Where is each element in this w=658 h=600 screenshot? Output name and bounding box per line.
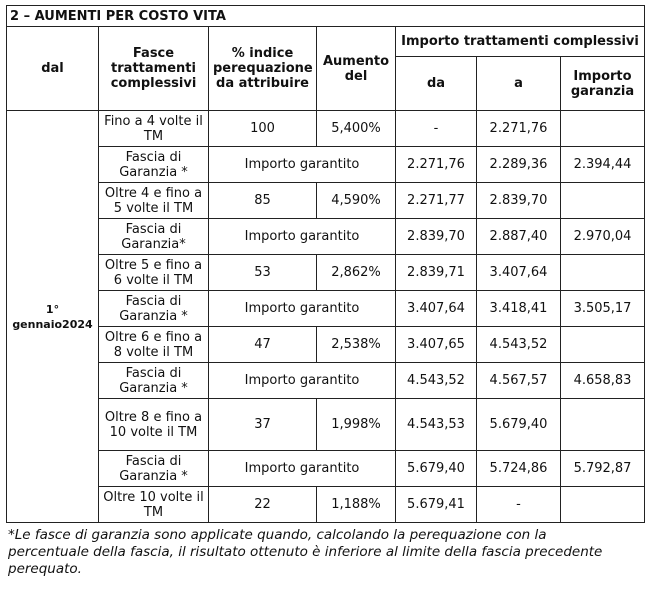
aumento: 1,998% xyxy=(316,398,396,451)
footnote: *Le fasce di garanzia sono applicate qua… xyxy=(8,527,603,577)
a: 3.418,41 xyxy=(476,290,561,327)
aumento: 2,538% xyxy=(316,326,396,363)
aumento: 1,188% xyxy=(316,486,396,523)
fascia: Oltre 5 e fino a 6 volte il TM xyxy=(98,254,209,291)
importo-garantito: Importo garantito xyxy=(208,362,396,399)
table-row: Fascia di Garanzia* Importo garantito 2.83… xyxy=(7,218,646,255)
a: 5.679,40 xyxy=(476,398,561,451)
indice: 37 xyxy=(208,398,317,451)
da: 2.271,76 xyxy=(395,146,477,183)
da: 2.839,70 xyxy=(395,218,477,255)
aumento: 2,862% xyxy=(316,254,396,291)
header: Fasce trattamenti complessivi xyxy=(98,26,209,111)
table: 2 – AUMENTI PER COSTO VITA dal Fasce tra… xyxy=(5,5,646,523)
header: Importo garanzia xyxy=(559,56,646,111)
content: 2 – AUMENTI PER COSTO VITA dal Fasce tra… xyxy=(5,5,646,578)
da: 3.407,65 xyxy=(395,326,477,363)
table-row: Fascia di Garanzia * Importo garantito 3.4… xyxy=(7,290,646,327)
table-row: Oltre 10 volte il TM 22 1,188% 5.679,41- xyxy=(7,486,646,523)
table-row: Oltre 8 e fino a 10 volte il TM 37 1,998% 4… xyxy=(7,398,646,451)
header: da xyxy=(395,56,477,111)
importo-garantito: Importo garantito xyxy=(208,450,396,487)
fascia: Fascia di Garanzia * xyxy=(98,362,209,399)
da: 4.543,53 xyxy=(395,398,477,451)
garanzia xyxy=(559,398,646,451)
table-body: 1° gennaio2024 Fino a 4 volte il TM 100 5,4… xyxy=(6,110,646,523)
a: 4.543,52 xyxy=(476,326,561,363)
fascia: Fascia di Garanzia * xyxy=(98,290,209,327)
fascia: Fascia di Garanzia * xyxy=(98,450,209,487)
fascia: Oltre 6 e fino a 8 volte il TM xyxy=(98,326,209,363)
fascia: Fascia di Garanzia * xyxy=(98,146,209,183)
fascia: Oltre 4 e fino a 5 volte il TM xyxy=(98,182,209,219)
a: 5.724,86 xyxy=(476,450,561,487)
indice: 22 xyxy=(208,486,317,523)
table-row: Oltre 5 e fino a 6 volte il TM 53 2,862% 2.… xyxy=(7,254,646,291)
table-title: 2 – AUMENTI PER COSTO VITA xyxy=(5,5,646,27)
header: Aumento del xyxy=(316,26,396,111)
indice: 53 xyxy=(208,254,317,291)
da: 4.543,52 xyxy=(395,362,477,399)
a: - xyxy=(476,486,561,523)
da: 5.679,40 xyxy=(395,450,477,487)
header: % indice perequazione da attribuire xyxy=(208,26,317,111)
a: 4.567,57 xyxy=(476,362,561,399)
garanzia xyxy=(559,326,646,363)
fascia: Oltre 8 e fino a 10 volte il TM xyxy=(98,398,209,451)
a: 2.887,40 xyxy=(476,218,561,255)
table-row: Oltre 4 e fino a 5 volte il TM 85 4,590% 2.… xyxy=(7,182,646,219)
a: 2.271,76 xyxy=(476,110,561,147)
importo-garantito: Importo garantito xyxy=(208,146,396,183)
aumento: 4,590% xyxy=(316,182,396,219)
garanzia: 5.792,87 xyxy=(559,450,646,487)
garanzia xyxy=(559,110,646,147)
table-row: 1° gennaio2024 Fino a 4 volte il TM 100 5,4… xyxy=(6,110,646,523)
indice: 85 xyxy=(208,182,317,219)
garanzia: 3.505,17 xyxy=(559,290,646,327)
table-row: Fascia di Garanzia * Importo garantito 4.5… xyxy=(7,362,646,399)
garanzia: 2.394,44 xyxy=(559,146,646,183)
table-row: Fascia di Garanzia * Importo garantito 2.2… xyxy=(7,146,646,183)
aumento: 5,400% xyxy=(316,110,396,147)
a: 2.289,36 xyxy=(476,146,561,183)
garanzia xyxy=(559,486,646,523)
da: 2.839,71 xyxy=(395,254,477,291)
garanzia: 4.658,83 xyxy=(559,362,646,399)
garanzia xyxy=(559,254,646,291)
importo-garantito: Importo garantito xyxy=(208,218,396,255)
garanzia xyxy=(559,182,646,219)
da: - xyxy=(395,110,477,147)
table-row: Fascia di Garanzia * Importo garantito 5.6… xyxy=(7,450,646,487)
header: dal xyxy=(6,26,99,111)
da: 2.271,77 xyxy=(395,182,477,219)
header: Importo trattamenti complessivi xyxy=(394,26,646,57)
a: 3.407,64 xyxy=(476,254,561,291)
indice: 47 xyxy=(208,326,317,363)
fascia: Fino a 4 volte il TM xyxy=(98,110,209,147)
date-cell: 1° gennaio2024 xyxy=(6,110,99,523)
garanzia: 2.970,04 xyxy=(559,218,646,255)
a: 2.839,70 xyxy=(476,182,561,219)
indice: 100 xyxy=(208,110,317,147)
da: 5.679,41 xyxy=(395,486,477,523)
fascia: Fascia di Garanzia* xyxy=(98,218,209,255)
da: 3.407,64 xyxy=(395,290,477,327)
header: a xyxy=(476,56,561,111)
importo-garantito: Importo garantito xyxy=(208,290,396,327)
table-row: Oltre 6 e fino a 8 volte il TM 47 2,538% 3.… xyxy=(7,326,646,363)
fascia: Oltre 10 volte il TM xyxy=(98,486,209,523)
